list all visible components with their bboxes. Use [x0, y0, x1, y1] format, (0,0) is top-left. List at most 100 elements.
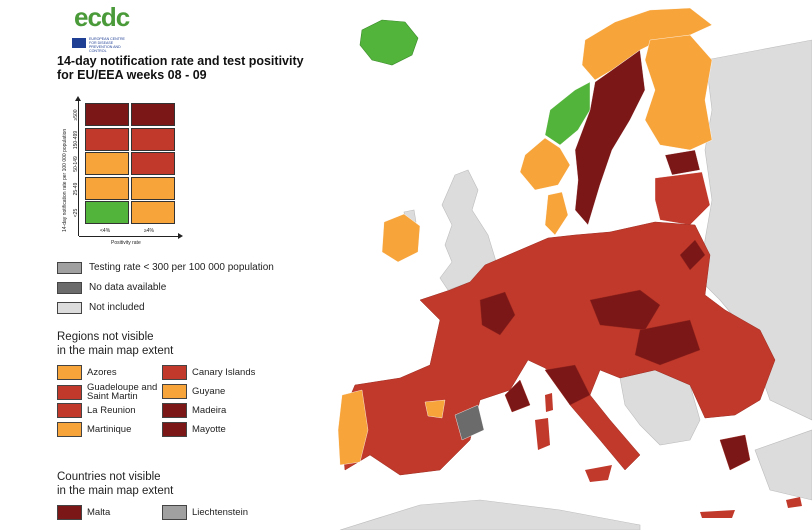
legend-label: No data available [89, 282, 167, 294]
region-item: Mayotte [162, 421, 226, 438]
crete [700, 510, 735, 518]
russia-belarus-ukraine [699, 39, 812, 421]
sicily [585, 465, 612, 482]
finland [644, 34, 713, 151]
matrix-cell [85, 152, 129, 175]
not-included-areas [339, 39, 812, 530]
matrix-cell [85, 127, 129, 151]
country-item: Malta [57, 504, 111, 521]
matrix-row-label: 150-499 [73, 130, 79, 149]
corsica [545, 393, 553, 412]
matrix-row-label: ≥500 [73, 109, 79, 121]
region-label: Canary Islands [192, 367, 256, 379]
continental-eu [339, 221, 776, 476]
matrix-y-axis [78, 98, 79, 236]
no-data-region [454, 404, 485, 441]
legend-label: Not included [89, 302, 145, 314]
ireland [381, 213, 421, 263]
matrix-col-label-1: ≥4% [144, 228, 154, 234]
sweden [574, 49, 646, 226]
north-africa [339, 499, 641, 530]
country-swatch [162, 505, 187, 521]
matrix-row-label: 50-149 [73, 156, 79, 172]
legend-testing: Testing rate < 300 per 100 000 populatio… [57, 259, 274, 274]
region-label: Mayotte [192, 424, 226, 436]
region-label: Guyane [192, 386, 226, 398]
country-label: Malta [87, 507, 111, 519]
matrix-cell [131, 103, 175, 126]
matrix-row-label: 25-49 [73, 182, 79, 195]
sardinia [535, 418, 550, 450]
regions-title: Regions not visible in the main map exte… [57, 330, 173, 358]
map-title: 14-day notification rate and test positi… [57, 54, 304, 82]
cyprus [786, 497, 802, 508]
ecdc-logo: ecdc EUROPEAN CENTRE FOR DISEASE PREVENT… [56, 0, 136, 53]
iceland [359, 19, 419, 66]
legend-no-data: No data available [57, 279, 167, 294]
logo-text: ecdc [74, 2, 130, 32]
title-line-2: for EU/EEA weeks 08 - 09 [57, 68, 207, 82]
title-line-1: 14-day notification rate and test positi… [57, 54, 304, 68]
region-swatch [57, 403, 82, 419]
region-swatch [57, 384, 82, 400]
legend-not-included: Not included [57, 299, 145, 314]
eu-flag-icon [72, 38, 86, 48]
denmark [544, 191, 569, 236]
region-swatch [162, 384, 187, 400]
matrix-cell [131, 152, 175, 175]
countries-title-line-2: in the main map extent [57, 485, 174, 497]
legend-swatch [57, 301, 82, 314]
y-arrow-icon [75, 96, 81, 101]
matrix-cell [85, 103, 129, 126]
matrix-col-label-0: <4% [100, 228, 111, 234]
matrix-cell [131, 176, 175, 200]
region-item: Guadeloupe and Saint Martin [57, 382, 172, 402]
region-label: Martinique [87, 424, 132, 436]
region-item: La Reunion [57, 402, 136, 419]
country-item: Liechtenstein [162, 504, 248, 521]
legend-label: Testing rate < 300 per 100 000 populatio… [89, 262, 274, 274]
region-item: Guyane [162, 383, 226, 400]
norway-southwest [519, 137, 571, 191]
country-swatch [57, 505, 82, 521]
countries-title-line-1: Countries not visible [57, 471, 161, 483]
matrix-cell [131, 201, 175, 224]
matrix-y-title: 14-day notification rate per 100 000 pop… [62, 128, 68, 232]
regions-title-line-1: Regions not visible [57, 331, 154, 343]
region-item: Martinique [57, 421, 132, 438]
latvia-lithuania [654, 171, 711, 226]
region-swatch [162, 365, 187, 381]
portugal [337, 389, 369, 466]
turkey [754, 429, 812, 501]
matrix-row-label: <25 [73, 208, 79, 218]
norway-south [544, 81, 591, 146]
region-label: Madeira [192, 405, 227, 417]
region-label: Guadeloupe and Saint Martin [87, 382, 158, 402]
matrix-x-title: Positivity rate [111, 240, 141, 246]
spain-orange-patch [424, 399, 446, 419]
region-swatch [162, 422, 187, 438]
countries-title: Countries not visible in the main map ex… [57, 470, 173, 498]
region-swatch [57, 365, 82, 381]
region-item: Azores [57, 364, 117, 381]
region-item: Madeira [162, 402, 227, 419]
region-label: La Reunion [87, 405, 136, 417]
country-label: Liechtenstein [192, 507, 248, 519]
regions-title-line-2: in the main map extent [57, 345, 174, 357]
matrix-cell [85, 201, 129, 224]
x-arrow-icon [178, 233, 183, 239]
legend-panel: ecdc EUROPEAN CENTRE FOR DISEASE PREVENT… [0, 0, 330, 530]
logo-subtitle: EUROPEAN CENTRE FOR DISEASE PREVENTION A… [89, 37, 125, 53]
matrix-cell [85, 176, 129, 200]
region-item: Canary Islands [162, 364, 256, 381]
region-label: Azores [87, 367, 117, 379]
legend-swatch [57, 281, 82, 294]
region-swatch [57, 422, 82, 438]
legend-swatch [57, 261, 82, 274]
estonia [664, 149, 701, 176]
matrix-x-axis [79, 236, 181, 237]
region-swatch [162, 403, 187, 419]
matrix-cell [131, 127, 175, 151]
dark-red-regions [479, 239, 751, 471]
